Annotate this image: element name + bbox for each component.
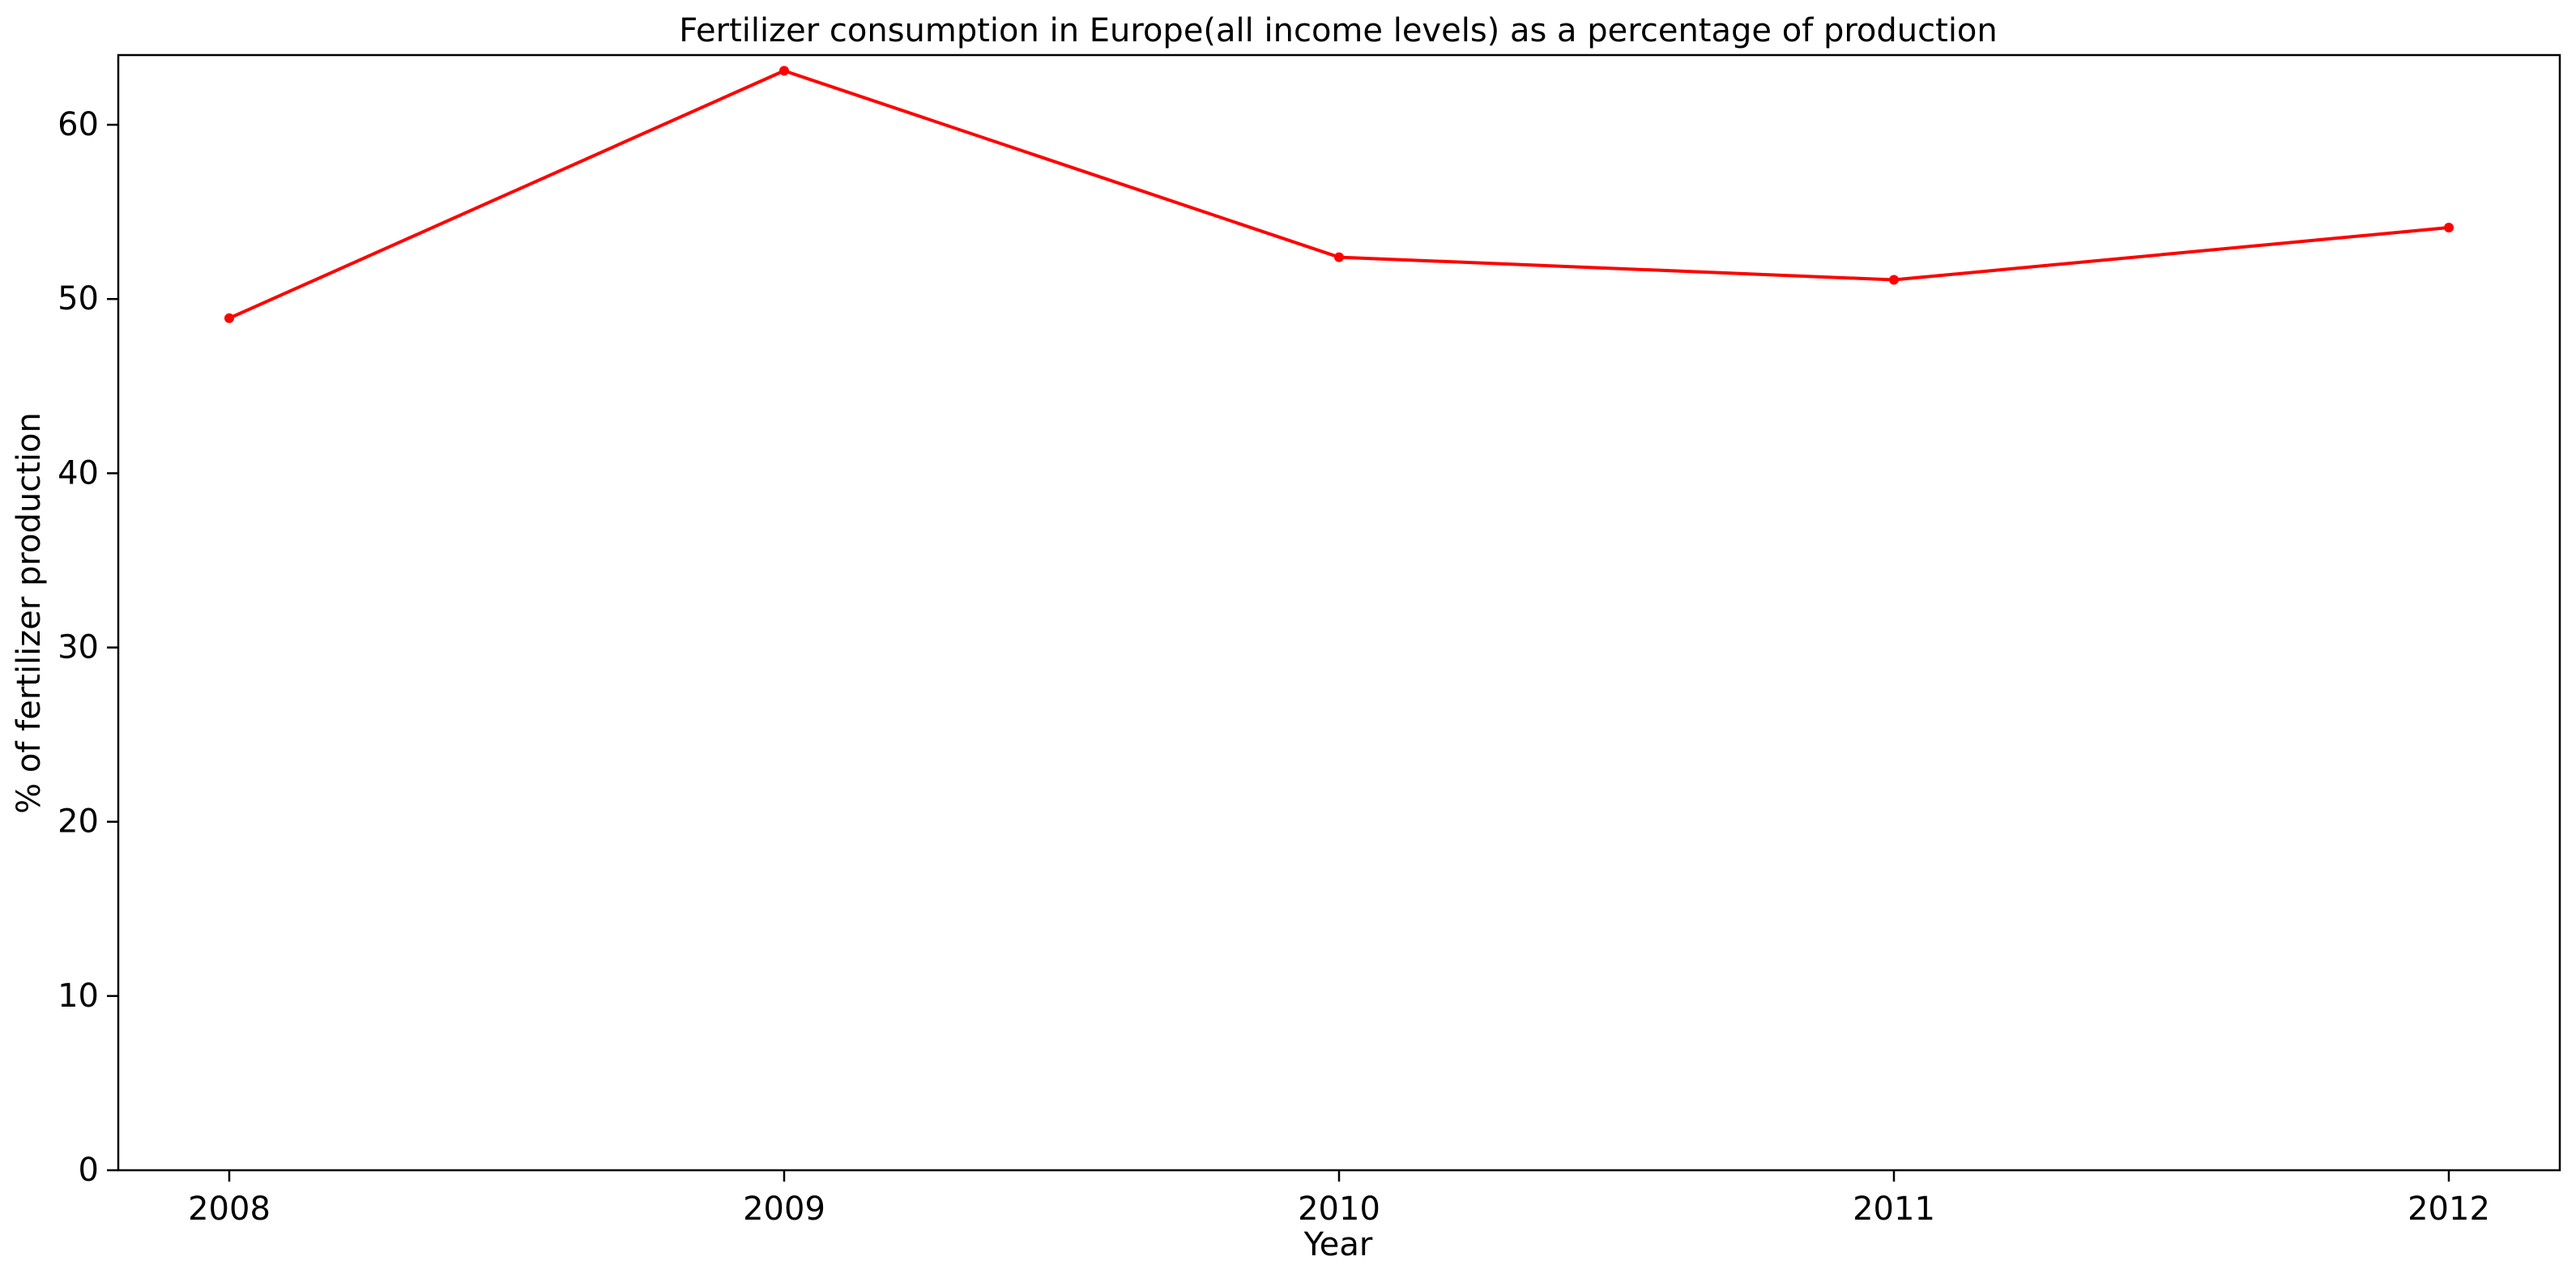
- x-axis-ticks: 2008 2009 2010 2011 2012: [188, 1170, 2490, 1228]
- plot-frame: [117, 53, 2561, 1172]
- x-tick-label: 2010: [1298, 1190, 1380, 1228]
- series-layer: [224, 66, 2454, 323]
- y-tick-label: 30: [58, 629, 99, 667]
- y-tick-label: 10: [58, 977, 99, 1015]
- x-tick-label: 2008: [188, 1190, 271, 1228]
- y-tick-label: 50: [58, 280, 99, 317]
- data-point-2012: [2444, 223, 2454, 233]
- y-axis-ticks: 0 10 20 30 40 50 60: [58, 106, 118, 1189]
- chart-title: Fertilizer consumption in Europe(all inc…: [679, 12, 1998, 49]
- data-point-2011: [1889, 275, 1899, 285]
- x-tick-label: 2012: [2408, 1190, 2490, 1228]
- y-tick-label: 0: [79, 1152, 99, 1189]
- series-line: [228, 69, 2450, 320]
- x-tick-label: 2011: [1853, 1190, 1935, 1228]
- data-point-2009: [779, 66, 789, 76]
- x-tick-label: 2009: [743, 1190, 825, 1228]
- data-point-2008: [224, 313, 234, 323]
- y-axis-title: % of fertilizer production: [11, 412, 48, 814]
- x-axis-title: Year: [1303, 1226, 1373, 1263]
- y-tick-label: 60: [58, 106, 99, 143]
- y-tick-label: 40: [58, 454, 99, 492]
- data-point-2010: [1334, 252, 1344, 262]
- y-tick-label: 20: [58, 803, 99, 841]
